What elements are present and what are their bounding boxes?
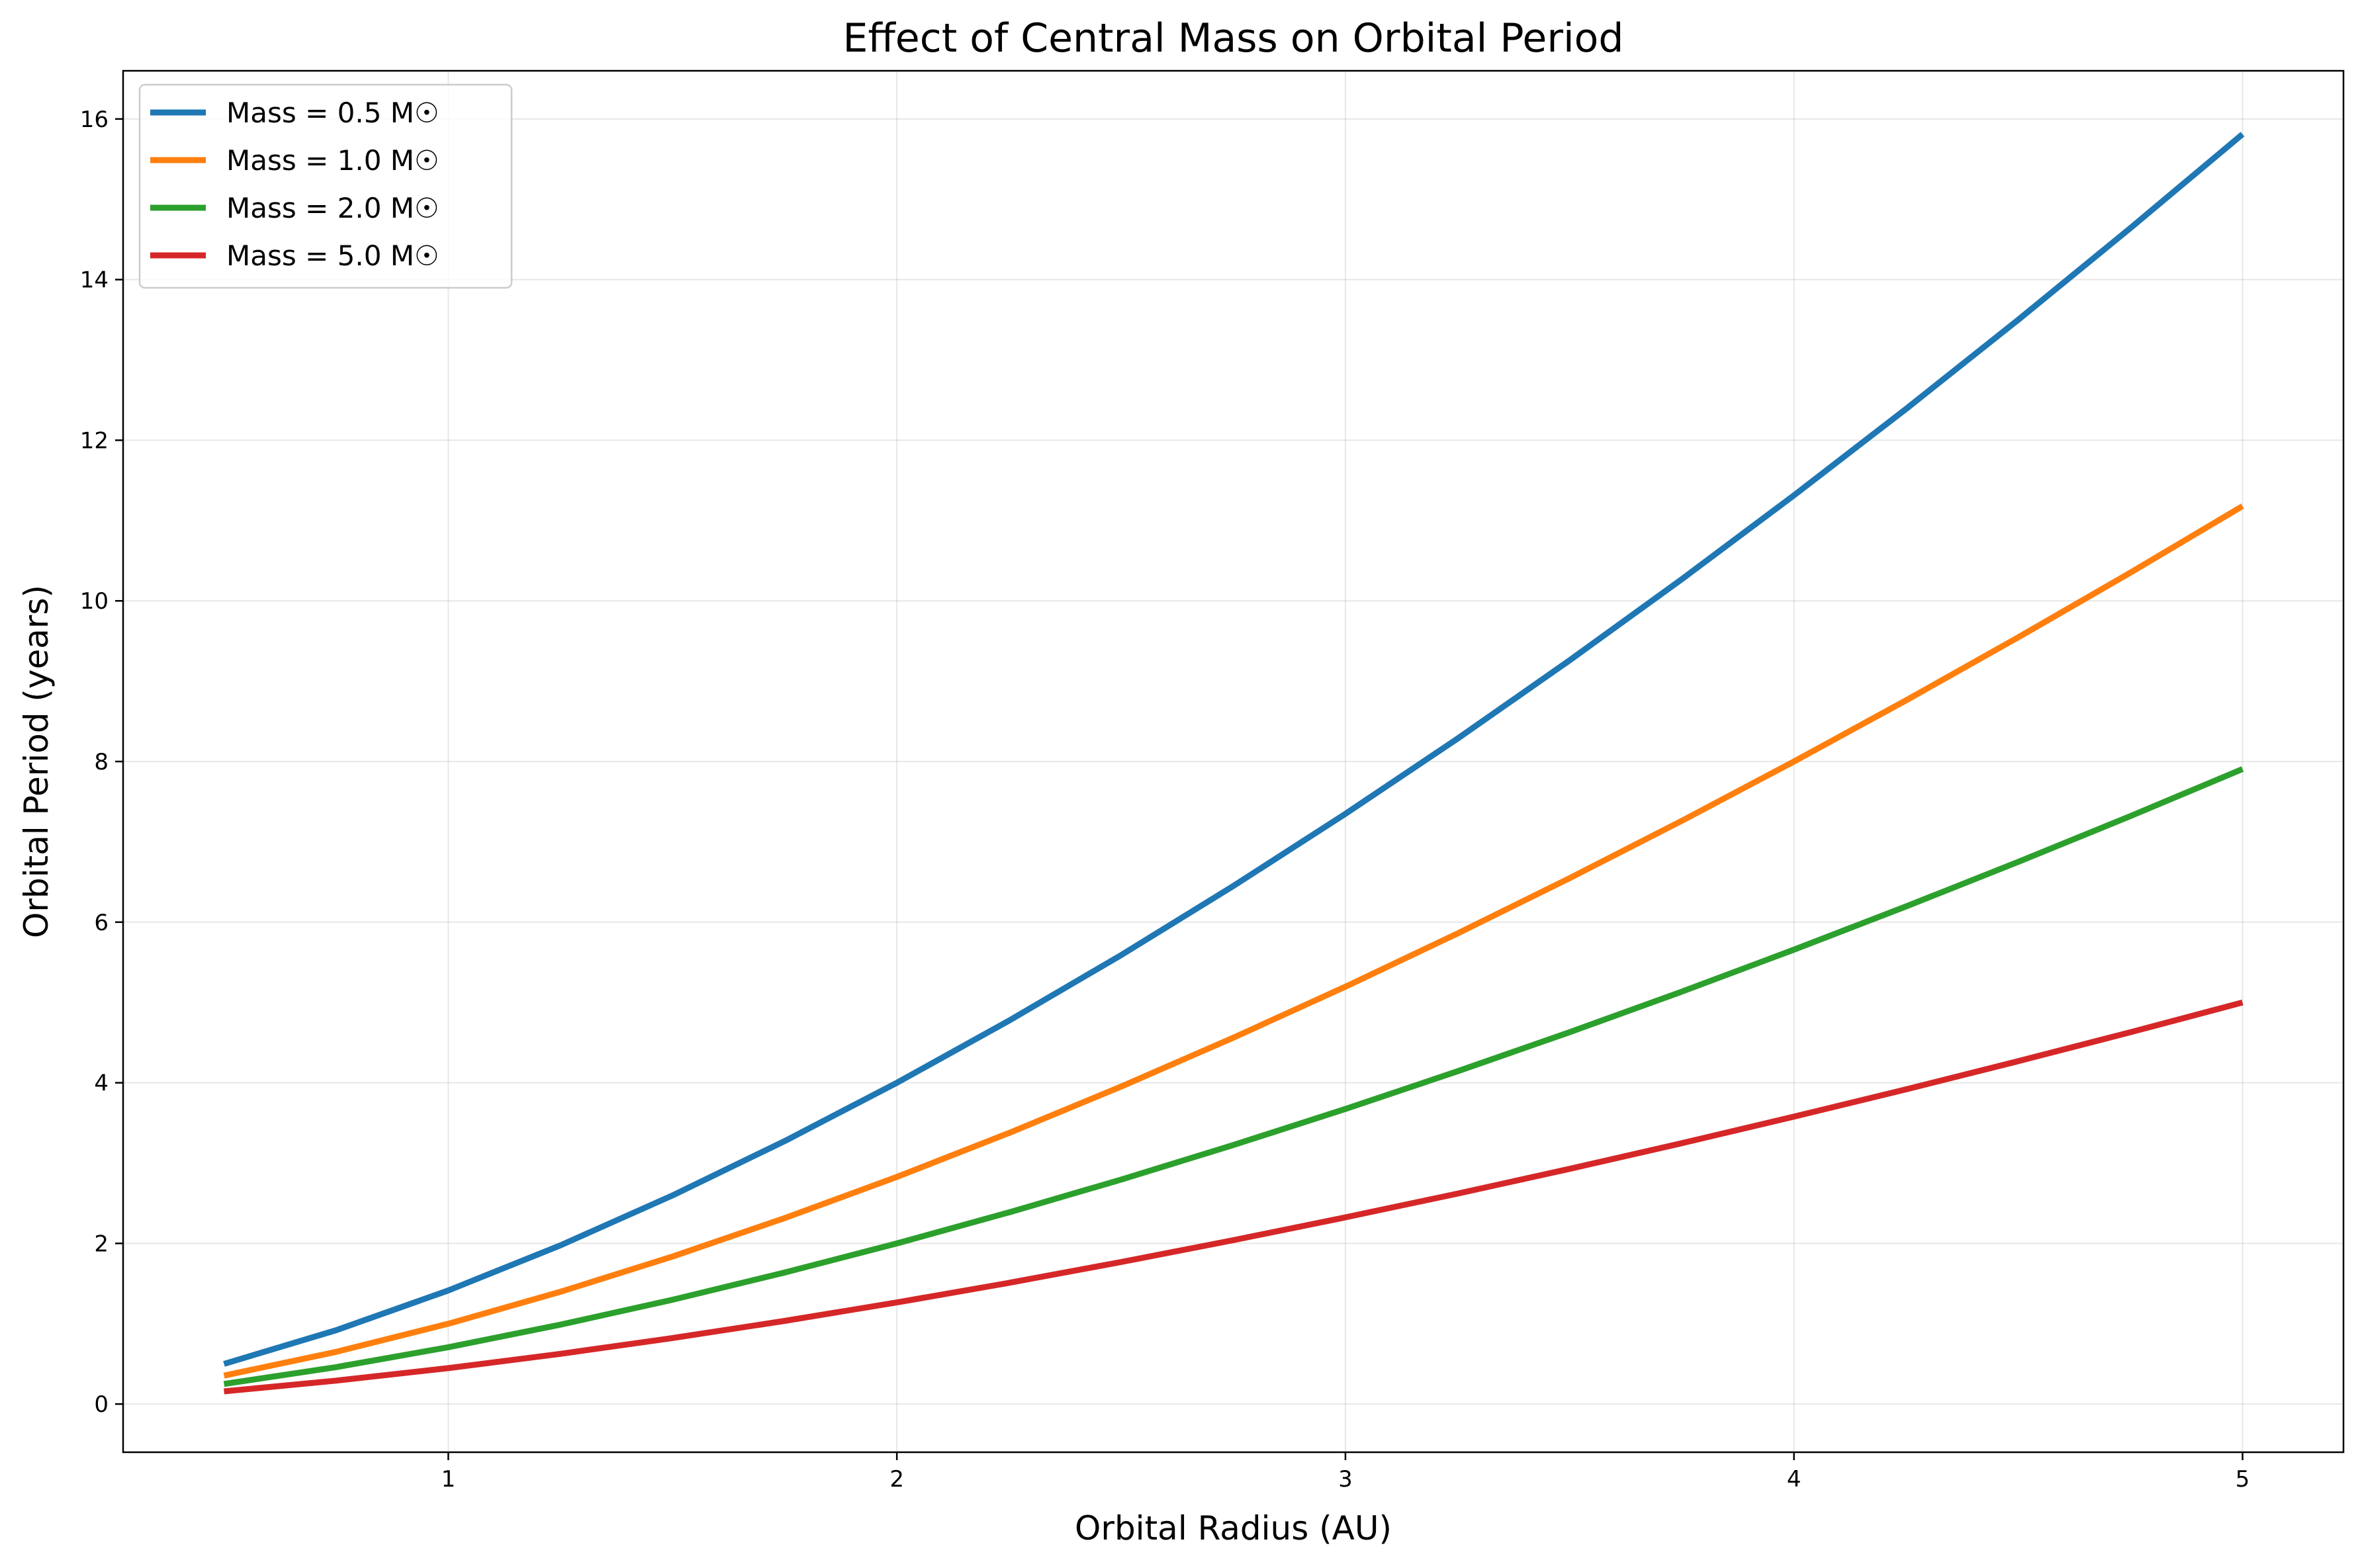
y-tick-label: 14 (80, 267, 109, 294)
y-tick-label: 4 (94, 1070, 109, 1097)
legend-label: Mass = 5.0 M☉ (226, 240, 439, 272)
series-line-1 (223, 132, 2245, 1367)
y-tick-label: 12 (80, 427, 109, 454)
grid (123, 71, 2343, 1452)
legend: Mass = 0.5 M☉ Mass = 1.0 M☉ Mass = 2.0 M☉ M… (138, 83, 513, 289)
x-tick-label: 2 (889, 1466, 904, 1493)
chart-title: Effect of Central Mass on Orbital Period (843, 15, 1624, 62)
x-axis-label: Orbital Radius (AU) (1075, 1509, 1392, 1547)
y-tick-label: 6 (94, 910, 109, 936)
series-line-4 (224, 999, 2244, 1395)
y-tick-label: 0 (94, 1391, 109, 1418)
y-tick-label: 8 (94, 749, 109, 775)
x-tick-label: 1 (441, 1466, 456, 1493)
x-tick-label: 4 (1787, 1466, 1801, 1493)
legend-box (138, 83, 513, 289)
legend-label: Mass = 0.5 M☉ (226, 97, 439, 129)
series-line-3 (223, 766, 2244, 1387)
legend-label: Mass = 1.0 M☉ (226, 144, 439, 177)
legend-label: Mass = 2.0 M☉ (226, 192, 439, 224)
y-tick-label: 10 (80, 588, 109, 615)
y-tick-label: 16 (80, 107, 109, 133)
plot-lines (223, 132, 2245, 1395)
y-axis-label: Orbital Period (years) (17, 585, 56, 938)
y-tick-label: 2 (94, 1231, 109, 1257)
x-tick-label: 3 (1338, 1466, 1353, 1493)
series-line-2 (223, 503, 2244, 1379)
x-tick-label: 5 (2236, 1466, 2250, 1493)
